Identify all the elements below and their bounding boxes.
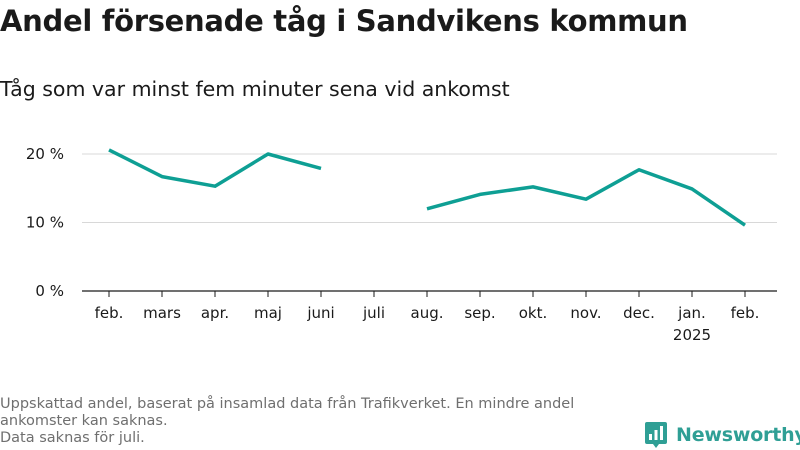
x-axis-ticks: feb. mars apr. maj juni juli aug. sep. okt. nov. d… xyxy=(95,291,760,344)
y-axis-ticks: 0 % 10 % 20 % xyxy=(26,145,64,300)
x-tick-label: sep. xyxy=(464,304,495,322)
series-line-segment xyxy=(426,168,746,227)
x-tick-label: jan. xyxy=(677,304,706,322)
x-tick-label: dec. xyxy=(623,304,655,322)
x-tick-label: maj xyxy=(254,304,282,322)
newsworthy-logo: Newsworthy xyxy=(644,420,800,450)
y-tick-label: 10 % xyxy=(26,214,64,232)
series-lines xyxy=(108,148,746,227)
x-tick-label: juli xyxy=(362,304,385,322)
footnote-source: Uppskattad andel, baserat på insamlad da… xyxy=(0,396,575,429)
x-tick-year-label: 2025 xyxy=(673,326,711,344)
line-chart: 0 % 10 % 20 % feb. mars apr. maj juni juli aug. s… xyxy=(26,145,777,344)
footnote-missing-data: Data saknas för juli. xyxy=(0,430,145,446)
chart-subtitle: Tåg som var minst fem minuter sena vid a… xyxy=(0,77,510,101)
x-tick-label: apr. xyxy=(201,304,229,322)
chart-title: Andel försenade tåg i Sandvikens kommun xyxy=(0,4,688,38)
y-tick-label: 20 % xyxy=(26,145,64,163)
gridlines xyxy=(82,153,777,292)
series-line-segment xyxy=(108,148,322,188)
footnote: Uppskattad andel, baserat på insamlad da… xyxy=(0,396,640,447)
x-tick-label: feb. xyxy=(95,304,124,322)
x-tick-label: mars xyxy=(143,304,181,322)
bar-chart-pin-icon xyxy=(645,422,667,448)
x-tick-label: aug. xyxy=(411,304,444,322)
y-tick-label: 0 % xyxy=(35,282,64,300)
x-tick-label: okt. xyxy=(519,304,548,322)
x-tick-label: feb. xyxy=(731,304,760,322)
brand-name: Newsworthy xyxy=(676,424,800,446)
x-tick-label: juni xyxy=(306,304,334,322)
x-tick-label: nov. xyxy=(570,304,601,322)
